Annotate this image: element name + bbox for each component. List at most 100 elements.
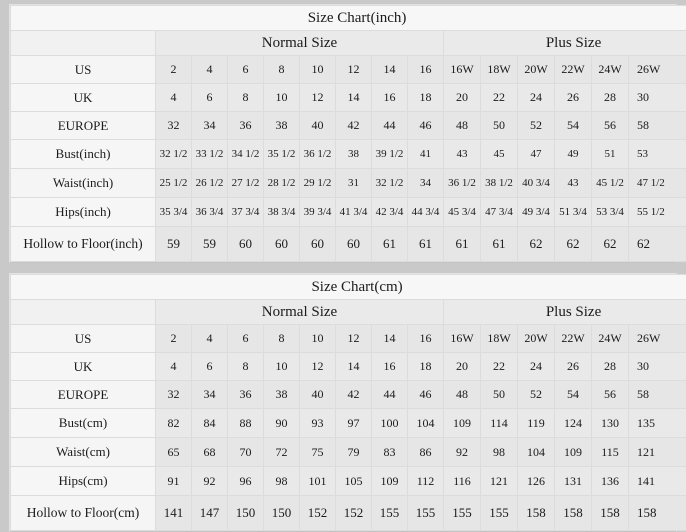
table-row: EUROPE 32 34 36 38 40 42 44 46 48 50 52 …	[11, 381, 686, 409]
cell: 47 3/4	[481, 198, 518, 227]
cell: 61	[444, 227, 481, 262]
cell: 24	[518, 84, 555, 112]
chart-title: Size Chart(cm)	[11, 275, 686, 300]
cell: 20	[444, 353, 481, 381]
cell: 58	[629, 112, 686, 140]
cell: 8	[228, 84, 264, 112]
cell: 112	[408, 467, 444, 496]
cell: 158	[518, 496, 555, 531]
cell: 42 3/4	[372, 198, 408, 227]
cell: 56	[592, 381, 629, 409]
cell: 38	[264, 381, 300, 409]
cell: 155	[481, 496, 518, 531]
cell: 22	[481, 84, 518, 112]
table-row: Hollow to Floor(inch) 59 59 60 60 60 60 …	[11, 227, 686, 262]
cell: 135	[629, 409, 686, 438]
group-header-row: Normal Size Plus Size	[11, 31, 686, 56]
cell: 14	[336, 84, 372, 112]
cell: 39 1/2	[372, 140, 408, 169]
cell: 38 1/2	[481, 169, 518, 198]
cell: 48	[444, 381, 481, 409]
group-header-normal-size: Normal Size	[156, 31, 444, 56]
cell: 26 1/2	[192, 169, 228, 198]
cell: 8	[264, 325, 300, 353]
cell: 56	[592, 112, 629, 140]
cell: 59	[192, 227, 228, 262]
cell: 18W	[481, 325, 518, 353]
cell: 40	[300, 112, 336, 140]
row-label-waist: Waist(cm)	[11, 438, 156, 467]
cell: 54	[555, 381, 592, 409]
row-label-europe: EUROPE	[11, 112, 156, 140]
cell: 30	[629, 84, 686, 112]
cell: 86	[408, 438, 444, 467]
cell: 51	[592, 140, 629, 169]
cell: 54	[555, 112, 592, 140]
cell: 28	[592, 353, 629, 381]
cell: 20W	[518, 325, 555, 353]
cell: 55 1/2	[629, 198, 686, 227]
cell: 44	[372, 112, 408, 140]
row-label-bust: Bust(cm)	[11, 409, 156, 438]
cell: 12	[300, 353, 336, 381]
cell: 101	[300, 467, 336, 496]
cell: 38	[264, 112, 300, 140]
group-header-normal-size: Normal Size	[156, 300, 444, 325]
cell: 130	[592, 409, 629, 438]
cell: 50	[481, 112, 518, 140]
cell: 16	[372, 84, 408, 112]
cell: 88	[228, 409, 264, 438]
cell: 44 3/4	[408, 198, 444, 227]
cell: 4	[192, 56, 228, 84]
cell: 70	[228, 438, 264, 467]
row-label-waist: Waist(inch)	[11, 169, 156, 198]
table-row: Hips(inch) 35 3/4 36 3/4 37 3/4 38 3/4 3…	[11, 198, 686, 227]
cell: 150	[228, 496, 264, 531]
cell: 41 3/4	[336, 198, 372, 227]
cell: 8	[264, 56, 300, 84]
row-label-us: US	[11, 325, 156, 353]
cell: 119	[518, 409, 555, 438]
cell: 22	[481, 353, 518, 381]
cell: 25 1/2	[156, 169, 192, 198]
cell: 155	[372, 496, 408, 531]
cell: 14	[336, 353, 372, 381]
cell: 10	[264, 353, 300, 381]
table-title-row: Size Chart(cm)	[11, 275, 686, 300]
cell: 150	[264, 496, 300, 531]
cell: 45 1/2	[592, 169, 629, 198]
cell: 152	[336, 496, 372, 531]
cell: 39 3/4	[300, 198, 336, 227]
cell: 24W	[592, 56, 629, 84]
cell: 40	[300, 381, 336, 409]
cell: 136	[592, 467, 629, 496]
cell: 90	[264, 409, 300, 438]
cell: 158	[592, 496, 629, 531]
cell: 6	[192, 84, 228, 112]
cell: 45 3/4	[444, 198, 481, 227]
table-row: UK 4 6 8 10 12 14 16 18 20 22 24 26 28 3…	[11, 84, 686, 112]
cell: 35 3/4	[156, 198, 192, 227]
cell: 92	[444, 438, 481, 467]
cell: 12	[336, 56, 372, 84]
cell: 92	[192, 467, 228, 496]
cell: 46	[408, 112, 444, 140]
cell: 6	[228, 325, 264, 353]
group-header-plus-size: Plus Size	[444, 31, 686, 56]
cell: 42	[336, 112, 372, 140]
group-header-plus-size: Plus Size	[444, 300, 686, 325]
cell: 31	[336, 169, 372, 198]
cell: 40 3/4	[518, 169, 555, 198]
size-chart-inch-block: Size Chart(inch) Normal Size Plus Size U…	[9, 4, 677, 263]
cell: 152	[300, 496, 336, 531]
cell: 33 1/2	[192, 140, 228, 169]
cell: 109	[444, 409, 481, 438]
table-row: Waist(inch) 25 1/2 26 1/2 27 1/2 28 1/2 …	[11, 169, 686, 198]
cell: 12	[300, 84, 336, 112]
cell: 109	[555, 438, 592, 467]
cell: 28 1/2	[264, 169, 300, 198]
cell: 29 1/2	[300, 169, 336, 198]
cell: 20	[444, 84, 481, 112]
cell: 26	[555, 353, 592, 381]
